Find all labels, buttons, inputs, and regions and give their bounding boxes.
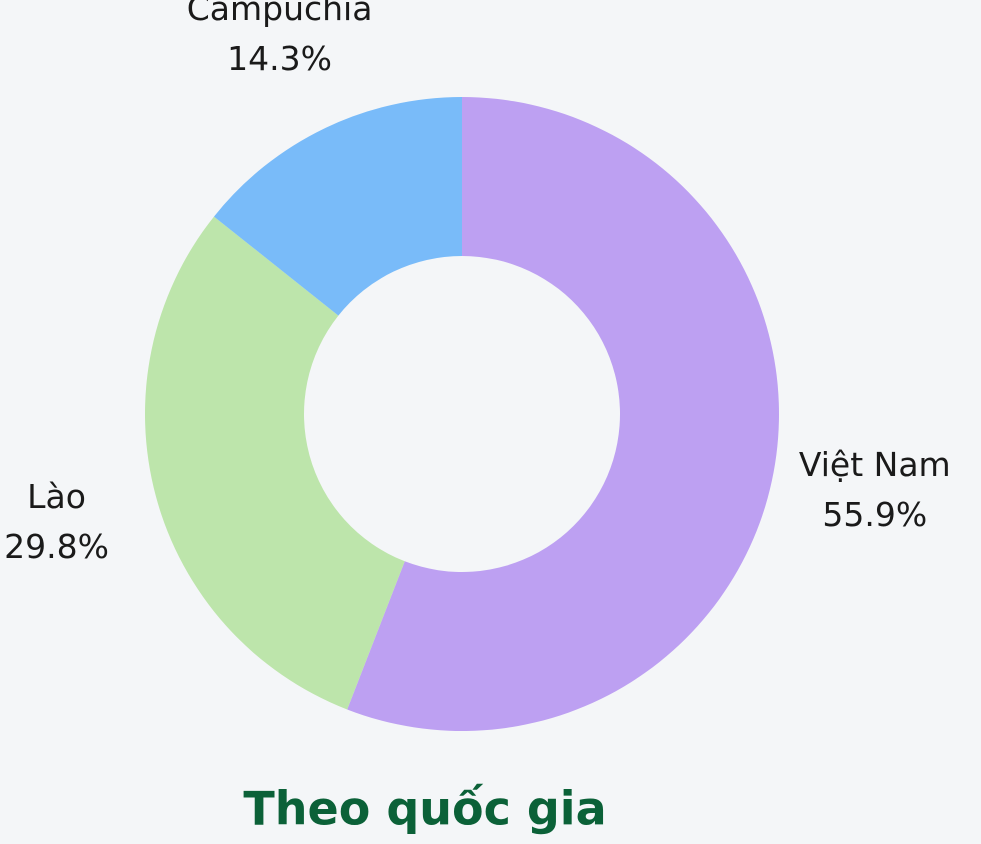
- slice-value-label: 29.8%: [4, 527, 109, 566]
- chart-title: Theo quốc gia: [243, 782, 606, 836]
- donut-slice: [347, 97, 779, 731]
- slice-value-label: 55.9%: [822, 495, 927, 534]
- slice-label: Lào: [27, 477, 86, 516]
- slice-label: Việt Nam: [799, 445, 951, 484]
- slice-value-label: 14.3%: [227, 39, 332, 78]
- donut-slice: [213, 97, 462, 316]
- donut-slice: [144, 216, 405, 710]
- slice-label: Campuchia: [187, 0, 373, 28]
